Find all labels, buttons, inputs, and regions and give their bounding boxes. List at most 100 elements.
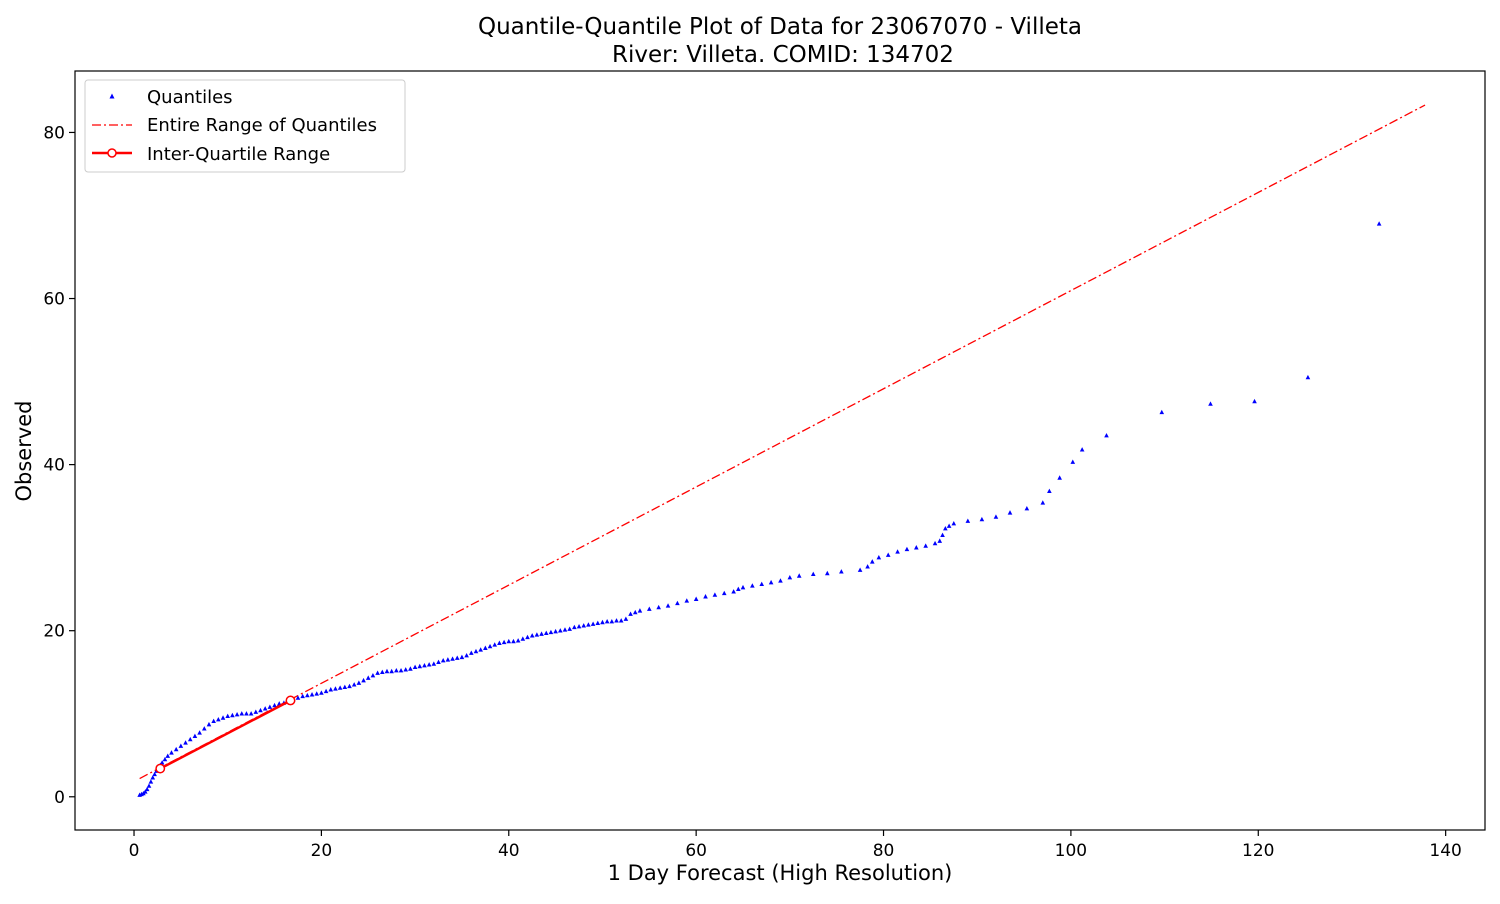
- iqr-line: [159, 699, 292, 770]
- quantile-point: [576, 623, 582, 629]
- quantile-point: [558, 628, 563, 633]
- chart-subtitle: River: Villeta. COMID: 134702: [612, 42, 954, 68]
- quantile-point: [142, 789, 148, 794]
- quantile-point: [543, 630, 549, 635]
- quantile-point: [183, 740, 188, 745]
- quantile-point: [379, 669, 385, 675]
- quantile-point: [876, 555, 882, 560]
- quantile-point: [581, 623, 587, 628]
- quantile-point: [647, 606, 652, 611]
- y-tick-label: 0: [54, 788, 65, 808]
- quantile-point: [478, 647, 483, 652]
- quantile-point: [440, 657, 446, 663]
- quantile-point: [515, 638, 521, 643]
- quantile-point: [206, 721, 212, 727]
- quantile-point: [454, 655, 460, 660]
- quantile-point: [1079, 447, 1085, 452]
- quantile-point: [501, 639, 507, 645]
- quantile-point: [314, 691, 320, 696]
- chart-title: Quantile-Quantile Plot of Data for 23067…: [478, 14, 1082, 40]
- x-tick-label: 40: [498, 841, 520, 861]
- quantile-point: [600, 619, 605, 625]
- quantile-point: [412, 664, 418, 670]
- quantile-point: [904, 546, 910, 552]
- quantile-point: [356, 680, 362, 685]
- quantile-point: [839, 569, 844, 574]
- x-axis-label: 1 Day Forecast (High Resolution): [608, 861, 953, 885]
- quantile-point: [225, 713, 231, 719]
- quantile-point: [422, 662, 427, 668]
- quantile-point: [759, 581, 765, 586]
- quantile-point: [417, 663, 423, 669]
- quantile-point: [150, 775, 156, 780]
- quantile-point: [1376, 221, 1382, 226]
- quantile-point: [178, 743, 184, 748]
- quantile-point: [426, 662, 432, 667]
- quantile-point: [173, 746, 179, 752]
- quantile-point: [244, 711, 249, 716]
- quantile-point: [258, 707, 263, 713]
- quantile-point: [361, 677, 366, 683]
- quantile-point: [740, 584, 746, 590]
- quantile-point: [1305, 374, 1311, 380]
- quantile-point: [529, 633, 535, 638]
- quantile-point: [869, 559, 875, 564]
- quantile-point: [965, 518, 971, 523]
- quantile-point: [567, 626, 572, 631]
- quantile-point: [370, 672, 376, 678]
- quantile-point: [267, 704, 273, 709]
- quantile-point: [940, 532, 945, 538]
- quantile-point: [492, 642, 498, 647]
- legend-iqr-marker: [107, 148, 117, 158]
- quantile-point: [148, 779, 154, 784]
- x-axis-ticks: 0 20 40 60 80 100 120 140: [129, 830, 1462, 861]
- legend-quantiles-label: Quantiles: [147, 87, 233, 108]
- quantile-point: [436, 659, 441, 665]
- quantile-point: [473, 648, 479, 654]
- x-tick-label: 100: [1055, 841, 1087, 861]
- quantile-point: [187, 736, 193, 742]
- quantile-point: [525, 634, 530, 640]
- quantile-point: [152, 771, 157, 777]
- quantile-point: [146, 783, 152, 788]
- quantile-point: [351, 682, 357, 687]
- quantile-point: [333, 686, 338, 691]
- quantile-point: [604, 618, 610, 624]
- quantile-point: [211, 718, 216, 724]
- quantile-point: [609, 618, 615, 624]
- quantile-point: [684, 598, 690, 603]
- quantile-point: [895, 549, 900, 554]
- axes-frame: [74, 70, 1486, 831]
- quantile-point: [914, 545, 919, 550]
- quantile-point: [328, 687, 334, 692]
- quantile-point: [384, 668, 390, 674]
- quantile-point: [778, 578, 783, 583]
- x-tick-label: 120: [1242, 841, 1274, 861]
- quantile-point: [305, 692, 310, 698]
- quantile-point: [445, 657, 451, 662]
- quantile-point: [323, 688, 329, 694]
- quantile-point: [497, 640, 502, 645]
- quantile-point: [943, 525, 948, 531]
- quantile-point: [201, 726, 207, 731]
- quantile-point: [693, 596, 699, 601]
- quantile-point: [1007, 510, 1013, 515]
- quantile-point: [534, 632, 540, 637]
- quantile-point: [586, 622, 591, 627]
- quantile-point: [253, 709, 259, 714]
- quantile-point: [736, 586, 741, 591]
- x-tick-label: 20: [311, 841, 333, 861]
- quantile-point: [520, 636, 526, 641]
- quantile-point: [464, 653, 469, 658]
- quantile-point: [459, 654, 465, 660]
- quantile-point: [230, 712, 235, 718]
- quantile-point: [548, 629, 554, 635]
- quantile-point: [300, 693, 305, 699]
- x-tick-label: 0: [129, 841, 140, 861]
- quantile-point: [197, 730, 202, 735]
- quantile-point: [1070, 459, 1076, 464]
- quantile-point: [1047, 488, 1052, 493]
- quantile-point: [1159, 409, 1165, 415]
- quantile-point: [595, 620, 601, 626]
